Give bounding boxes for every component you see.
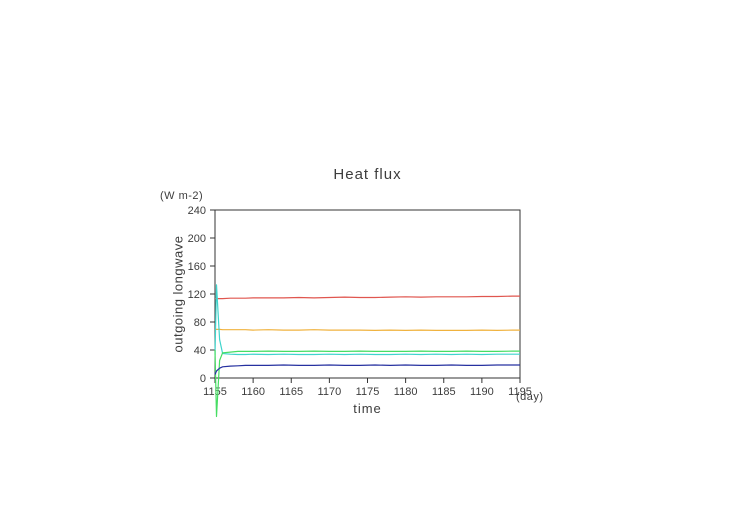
- x-tick-label: 1190: [470, 386, 494, 398]
- series-line-red: [215, 295, 520, 300]
- series-line-cyan: [214, 284, 520, 356]
- axis-frame: [214, 209, 521, 379]
- y-tick-label: 240: [188, 205, 206, 217]
- y-tick-label: 40: [194, 345, 206, 357]
- x-tick-label: 1180: [394, 386, 418, 398]
- x-tick-label: 1155: [203, 386, 227, 398]
- x-tick-label: 1165: [279, 386, 303, 398]
- chart-title: Heat flux: [333, 166, 402, 183]
- x-tick-label: 1160: [241, 386, 265, 398]
- y-tick-label: 80: [194, 317, 206, 329]
- y-tick-label: 200: [188, 233, 206, 245]
- y-tick-label: 160: [188, 261, 206, 273]
- x-tick-label: 1195: [508, 386, 532, 398]
- x-tick-label: 1175: [356, 386, 380, 398]
- y-axis-units-label: (W m-2): [160, 190, 204, 202]
- x-axis-units-label: (day): [516, 391, 544, 403]
- series-line-green: [214, 349, 520, 418]
- x-axis-label: time: [353, 401, 382, 416]
- series-line-navy: [214, 364, 520, 375]
- x-tick-label: 1170: [318, 386, 342, 398]
- x-tick-label: 1185: [432, 386, 456, 398]
- y-tick-label: 0: [200, 373, 206, 385]
- series-line-orange: [214, 328, 520, 331]
- y-tick-label: 120: [188, 289, 206, 301]
